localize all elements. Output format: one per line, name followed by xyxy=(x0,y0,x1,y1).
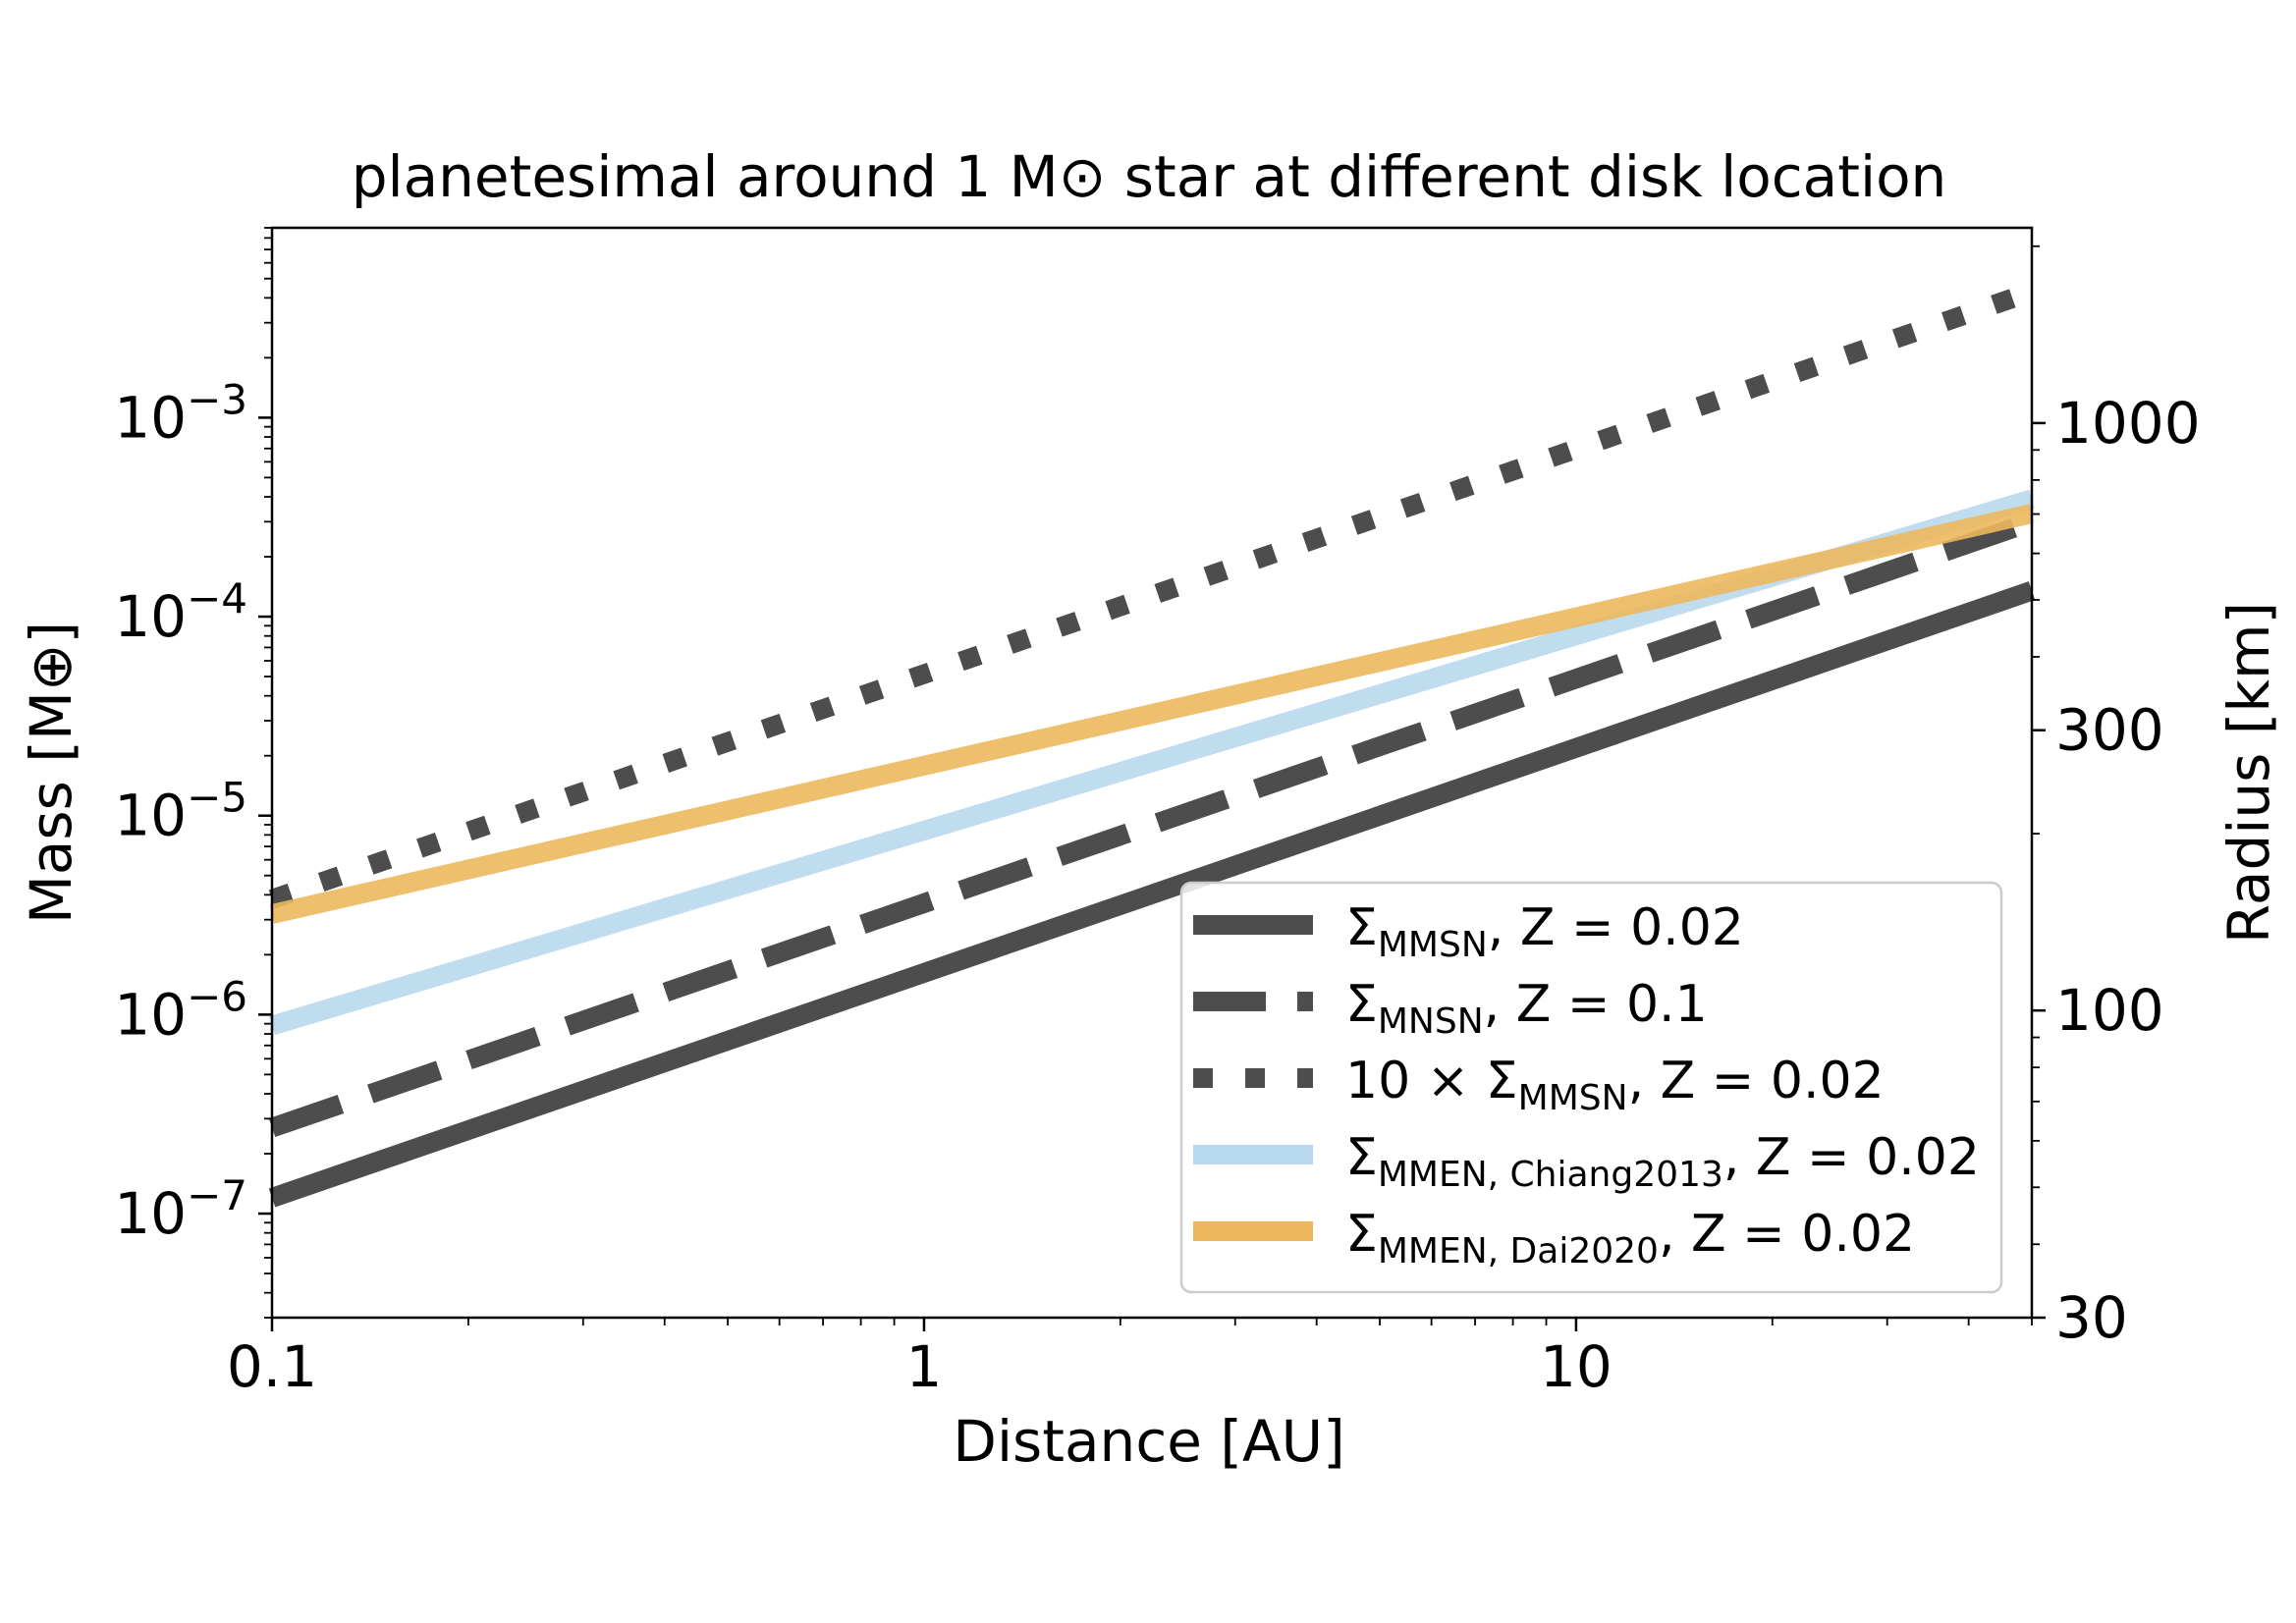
y-axis-ticks: 10−7 10−6 10−5 10−4 10−3 xyxy=(114,227,272,1319)
series-line-5 xyxy=(269,504,2035,924)
x-tick-label: 1 xyxy=(906,1333,943,1400)
series-line-3 xyxy=(268,282,2036,909)
y2-axis-label: Radius [km] xyxy=(2215,602,2282,944)
y-tick-label: 10−3 xyxy=(114,375,247,451)
chart-title: planetesimal around 1 M⊙ star at differe… xyxy=(352,143,1947,210)
x-tick-label: 0.1 xyxy=(227,1333,317,1400)
y-tick-label: 10−5 xyxy=(114,774,247,849)
plot-lines xyxy=(268,282,2036,1208)
y2-tick-label: 30 xyxy=(2055,1284,2128,1351)
y2-tick-label: 100 xyxy=(2055,977,2164,1044)
legend-label-5: ΣMMEN, Dai2020, Z = 0.02 xyxy=(1345,1205,1915,1271)
y-tick-label: 10−7 xyxy=(114,1171,247,1247)
legend-frame xyxy=(1179,881,2003,1294)
legend-label-4: ΣMMEN, Chiang2013, Z = 0.02 xyxy=(1345,1128,1980,1195)
y2-tick-label: 300 xyxy=(2055,697,2164,764)
x-axis-label: Distance [AU] xyxy=(953,1408,1344,1475)
y2-axis-ticks: 30 100 300 1000 xyxy=(2032,244,2201,1351)
plot-frame xyxy=(270,226,2034,1320)
legend-label-1: ΣMMSN, Z = 0.02 xyxy=(1345,898,1744,965)
y-axis-label: Mass [M⊕] xyxy=(18,622,84,924)
y-tick-label: 10−4 xyxy=(114,574,247,650)
legend: ΣMMSN, Z = 0.02 ΣMNSN, Z = 0.1 10 × ΣMMSN,… xyxy=(1179,881,2003,1294)
legend-label-3: 10 × ΣMMSN, Z = 0.02 xyxy=(1345,1052,1885,1118)
y2-tick-label: 1000 xyxy=(2055,390,2201,457)
y-tick-label: 10−6 xyxy=(114,972,247,1048)
legend-label-2: ΣMNSN, Z = 0.1 xyxy=(1345,975,1708,1042)
series-line-1 xyxy=(268,581,2036,1208)
x-axis-ticks: 0.1 1 10 xyxy=(227,1318,2033,1400)
x-tick-label: 10 xyxy=(1540,1333,1613,1400)
